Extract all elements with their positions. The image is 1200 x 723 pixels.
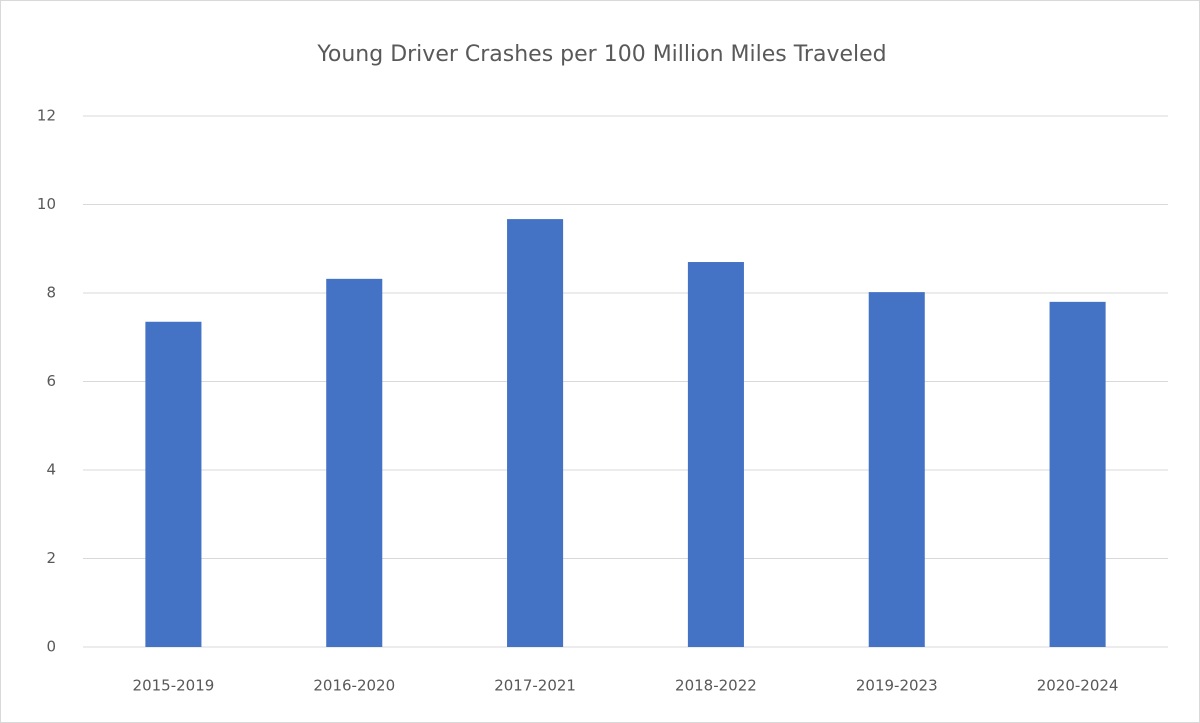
bar [507,219,564,648]
x-tick-label: 2020-2024 [1037,677,1119,695]
chart-title: Young Driver Crashes per 100 Million Mil… [316,42,886,67]
x-tick-label: 2015-2019 [133,677,215,695]
y-tick-label: 12 [37,107,56,125]
x-tick-label: 2017-2021 [494,677,576,695]
x-tick-label: 2016-2020 [313,677,395,695]
bar [326,278,383,647]
bar [1049,301,1106,647]
bar [145,321,202,647]
bar [868,292,925,647]
y-tick-label: 8 [46,284,56,302]
y-tick-label: 6 [46,372,56,390]
y-tick-label: 10 [37,195,56,213]
y-tick-label: 4 [46,461,56,479]
bar [687,262,744,647]
x-tick-label: 2019-2023 [856,677,938,695]
x-tick-label: 2018-2022 [675,677,757,695]
y-tick-label: 0 [46,638,56,656]
y-tick-label: 2 [46,549,56,567]
